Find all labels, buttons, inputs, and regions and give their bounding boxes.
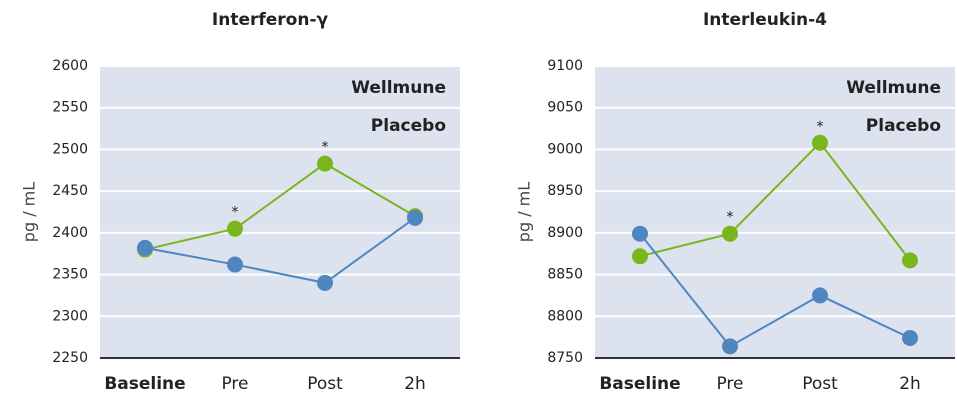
legend-label: Placebo (371, 116, 446, 136)
point (812, 287, 828, 304)
y-tick-label: 8950 (547, 183, 583, 199)
point (902, 329, 918, 346)
point (407, 209, 423, 226)
y-axis-label: pg / mL (20, 182, 39, 242)
y-axis-label: pg / mL (515, 182, 534, 242)
point (317, 274, 333, 291)
chart-title: Interleukin-4 (703, 10, 827, 30)
legend-label: Wellmune (846, 78, 941, 98)
annotation: * (727, 210, 734, 226)
y-tick-label: 2550 (52, 100, 88, 116)
y-tick-label: 2450 (52, 183, 88, 199)
annotation: * (232, 205, 239, 221)
x-tick-label: 2h (404, 374, 426, 394)
legend-label: Placebo (866, 116, 941, 136)
x-tick-label: Baseline (104, 374, 185, 394)
chart-title: Interferon-γ (212, 10, 329, 30)
series-line (144, 162, 416, 251)
point (722, 338, 738, 355)
plot-area (100, 66, 460, 358)
y-tick-label: 9100 (547, 58, 583, 74)
x-tick-label: Pre (716, 374, 743, 394)
x-tick-label: 2h (899, 374, 921, 394)
y-tick-label: 2600 (52, 58, 88, 74)
y-tick-label: 2500 (52, 141, 88, 157)
y-tick-label: 9050 (547, 100, 583, 116)
y-tick-label: 8800 (547, 308, 583, 324)
y-tick-label: 8900 (547, 225, 583, 241)
x-tick-label: Baseline (599, 374, 680, 394)
y-tick-label: 2400 (52, 225, 88, 241)
series-line (144, 217, 416, 284)
point (137, 239, 153, 256)
x-tick-label: Post (802, 374, 838, 394)
plot-area (595, 66, 955, 358)
point (812, 134, 828, 151)
point (227, 256, 243, 273)
y-tick-label: 8850 (547, 267, 583, 283)
point (632, 248, 648, 265)
point (317, 155, 333, 172)
series-line (639, 141, 911, 261)
y-tick-label: 8750 (547, 350, 583, 366)
y-tick-label: 2350 (52, 267, 88, 283)
annotation: * (817, 119, 824, 135)
point (722, 225, 738, 242)
x-tick-label: Pre (221, 374, 248, 394)
legend-label: Wellmune (351, 78, 446, 98)
y-tick-label: 2300 (52, 308, 88, 324)
annotation: * (322, 140, 329, 156)
point (227, 220, 243, 237)
point (632, 225, 648, 242)
y-tick-label: 2250 (52, 350, 88, 366)
x-tick-label: Post (307, 374, 343, 394)
series-line (639, 233, 911, 348)
y-tick-label: 9000 (547, 141, 583, 157)
point (902, 252, 918, 269)
